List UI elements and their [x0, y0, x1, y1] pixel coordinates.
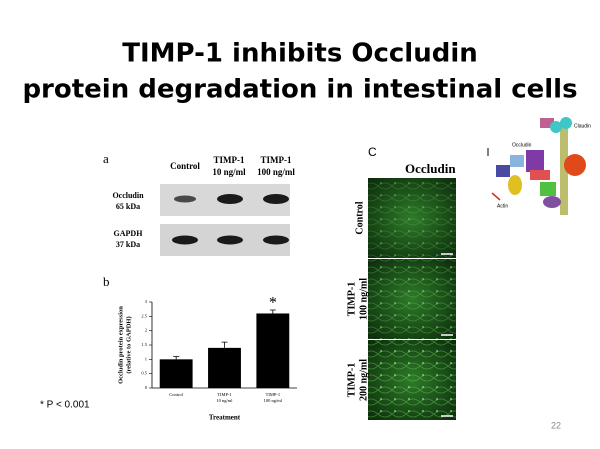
panel-label: b: [103, 274, 110, 289]
footnote: * P < 0.001: [40, 400, 90, 411]
protein: [496, 165, 510, 177]
band: [263, 194, 289, 204]
protein: [560, 117, 572, 129]
row-label: TIMP-1: [346, 282, 357, 316]
micrographs: [368, 178, 456, 420]
y-tick-label: 1.5: [141, 342, 147, 347]
y-tick-label: 1: [145, 356, 147, 361]
junction-diagram: Claudin Occludin Actin: [487, 117, 591, 215]
band: [263, 235, 289, 245]
error-bar: [173, 356, 180, 360]
band: [217, 194, 243, 204]
title-line: protein degradation in intestinal cells: [22, 75, 577, 105]
y-axis-label: (relative to GAPDH): [125, 316, 132, 373]
x-tick-label: 10 ng/ml: [216, 398, 233, 403]
bar: [208, 347, 241, 388]
protein: [564, 154, 586, 176]
micrograph-texture: [368, 178, 456, 258]
row-label: 37 kDa: [116, 240, 140, 249]
protein: [543, 196, 561, 208]
column-label: TIMP-1: [261, 155, 292, 165]
annotation: *: [269, 295, 277, 312]
protein: [540, 118, 554, 128]
band: [217, 235, 243, 245]
y-tick-label: 0: [145, 385, 148, 390]
x-tick-label: TIMP-1: [217, 392, 232, 397]
x-tick-label: Control: [169, 392, 184, 397]
diagram-label: Claudin: [574, 123, 591, 129]
row-label: Control: [354, 201, 365, 234]
y-tick-label: 0.5: [141, 371, 147, 376]
bar: [256, 313, 290, 388]
panel-label: C: [368, 145, 377, 159]
panel-header: Occludin: [405, 161, 456, 176]
x-axis-label: Treatment: [209, 414, 241, 422]
error-bar: [269, 309, 276, 314]
row-label: Occludin: [112, 191, 144, 200]
row-label: 200 ng/ml: [358, 359, 369, 401]
x-tick-label: 100 ng/ml: [264, 398, 283, 403]
column-label: 100 ng/ml: [257, 167, 295, 177]
band: [172, 235, 198, 245]
micrograph-texture: [368, 340, 456, 420]
y-axis-label: Occludin protein expression: [117, 306, 124, 384]
band: [174, 195, 196, 203]
bar: [159, 359, 193, 388]
column-label: TIMP-1: [214, 155, 245, 165]
y-tick-label: 2: [145, 328, 147, 333]
row-label: GAPDH: [114, 229, 144, 238]
column-label: Control: [170, 161, 200, 171]
protein: [530, 170, 550, 180]
protein: [510, 155, 524, 167]
page-number: 22: [551, 420, 561, 430]
bar-chart: b 0 0.5 1 1.5 2 2.5 3 Occludin protein expressio…: [103, 274, 297, 422]
panel-label: a: [103, 151, 109, 166]
y-tick-label: 2.5: [141, 313, 147, 318]
column-label: 10 ng/ml: [212, 167, 246, 177]
membrane: [560, 125, 568, 215]
arrow: [491, 192, 501, 201]
row-label: 65 kDa: [116, 202, 140, 211]
diagram-label: Actin: [497, 203, 508, 209]
protein: [508, 175, 522, 195]
protein: [550, 121, 562, 133]
row-label: TIMP-1: [346, 363, 357, 397]
micrograph-texture: [368, 259, 456, 339]
y-tick-label: 3: [145, 299, 148, 304]
x-tick-label: TIMP-1: [266, 392, 281, 397]
protein: [526, 150, 544, 172]
error-bar: [221, 341, 228, 348]
row-label: 100 ng/ml: [358, 278, 369, 320]
diagram-label: Occludin: [512, 142, 532, 148]
title-line: TIMP-1 inhibits Occludin: [122, 39, 478, 69]
protein: [540, 182, 556, 196]
